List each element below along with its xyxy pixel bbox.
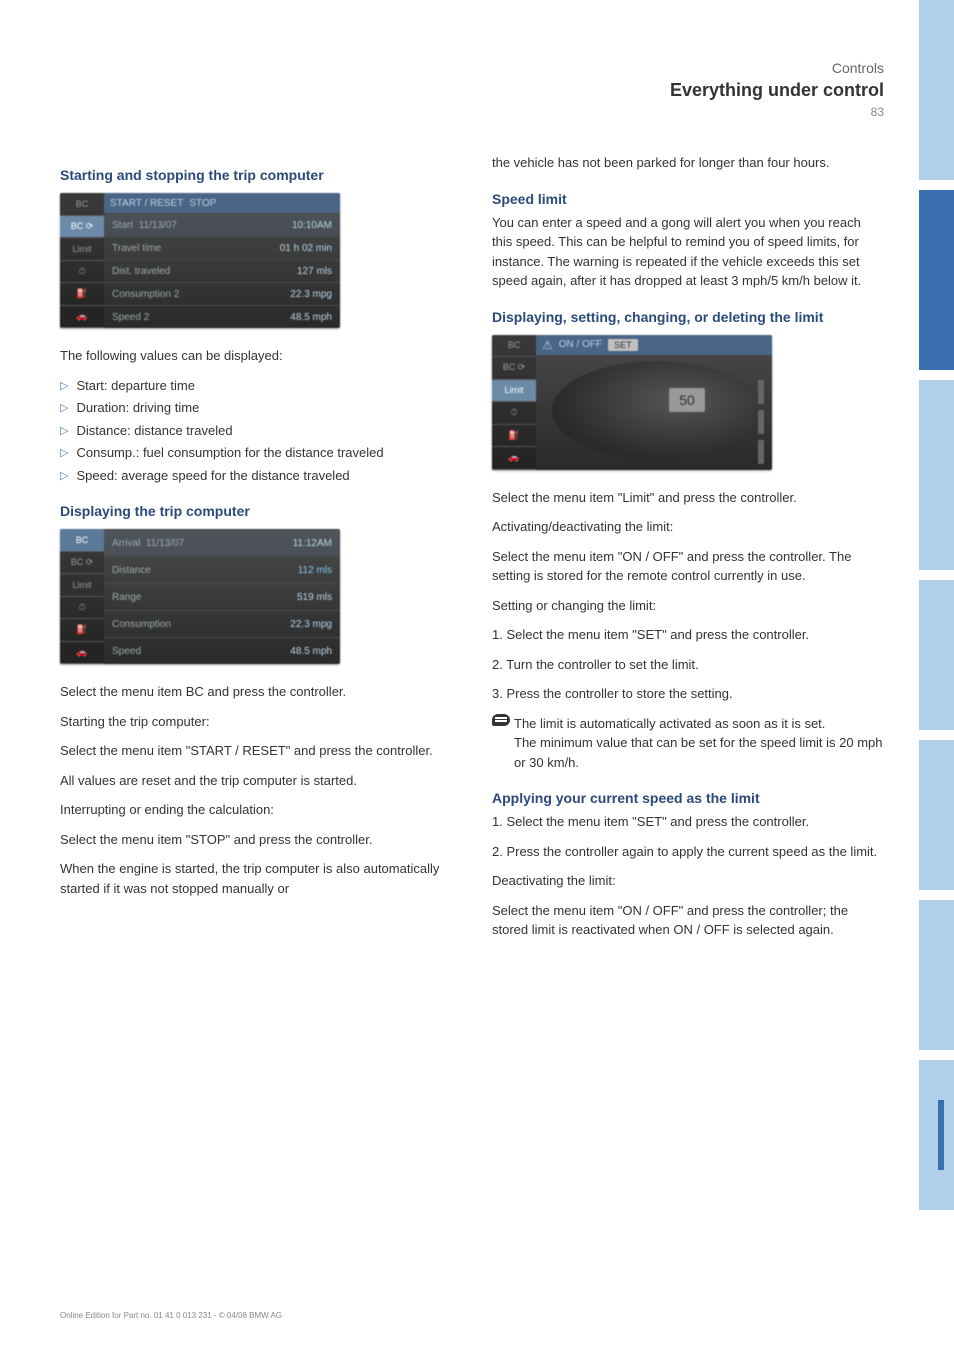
limit-icon: ⚠	[542, 338, 553, 352]
sec-trip-start-title: Starting and stopping the trip computer	[60, 167, 452, 183]
lcd-row-val: 01 h 02 min	[280, 243, 332, 254]
note-text: The minimum value that can be set for th…	[514, 735, 883, 770]
lcd-row-val: 10:10AM	[292, 220, 332, 231]
lcd-tab: BC ⟳	[492, 357, 536, 380]
lcd-row-val: 11:12AM	[293, 538, 332, 549]
body-text: 1. Select the menu item "SET" and press …	[492, 812, 884, 832]
body-text: Select the menu item BC and press the co…	[60, 682, 452, 702]
body-text: All values are reset and the trip comput…	[60, 771, 452, 791]
lcd-tab: BC ⟳	[60, 552, 104, 575]
body-text: the vehicle has not been parked for long…	[492, 153, 884, 173]
body-text: 1. Select the menu item "SET" and press …	[492, 625, 884, 645]
bullet-icon: ▷	[60, 423, 68, 440]
lcd-row-sub: 11/13/07	[139, 220, 177, 231]
note-icon	[492, 714, 510, 726]
lcd-row-sub: 11/13/07	[146, 538, 184, 549]
body-text: Deactivating the limit:	[492, 871, 884, 891]
lcd-tab: 🚗	[60, 642, 104, 665]
list-item: Speed: average speed for the distance tr…	[76, 466, 349, 486]
lcd-hdr-btn: STOP	[189, 198, 216, 209]
lcd-tab: ⛽	[492, 425, 536, 448]
list-item: Consump.: fuel consumption for the dista…	[76, 443, 383, 463]
lcd-tab: BC	[60, 193, 104, 216]
bullet-icon: ▷	[60, 468, 68, 485]
lcd-tab: ⏱	[60, 261, 104, 284]
note-text: The limit is automatically activated as …	[514, 716, 825, 731]
body-text: Setting or changing the limit:	[492, 596, 884, 616]
lcd-tab: 🚗	[60, 306, 104, 329]
lcd-trip-display: BC BC ⟳ Limit ⏱ ⛽ 🚗 Arrival 11/13/07 11:1…	[60, 529, 340, 664]
lcd-row-label: Distance	[112, 565, 298, 576]
speed-dial: 50	[552, 361, 762, 460]
lcd-row-label: Start	[112, 220, 133, 231]
sec-trip-intro: The following values can be displayed:	[60, 346, 452, 366]
lcd-trip-start: BC BC ⟳ Limit ⏱ ⛽ 🚗 START / RESET STOP S…	[60, 193, 340, 328]
dial-tick	[758, 410, 764, 434]
lcd-tab: ⏱	[492, 402, 536, 425]
header-sub: Everything under control	[60, 80, 884, 101]
body-text: You can enter a speed and a gong will al…	[492, 213, 884, 291]
lcd-row-val: 48.5 mph	[290, 312, 332, 323]
lcd-tab: Limit	[492, 380, 536, 403]
lcd-row-label: Travel time	[112, 243, 280, 254]
body-text: Select the menu item "STOP" and press th…	[60, 830, 452, 850]
lcd-row-val: 48.5 mph	[290, 646, 332, 657]
lcd-row-val: 112 mls	[298, 565, 332, 576]
list-item: Start: departure time	[76, 376, 195, 396]
header-title: Controls	[60, 60, 884, 76]
lcd-tab: ⏱	[60, 597, 104, 620]
lcd-row-label: Range	[112, 592, 297, 603]
lcd-hdr-btn: ON / OFF	[559, 339, 602, 350]
lcd-row-label: Speed	[112, 646, 290, 657]
body-text: 3. Press the controller to store the set…	[492, 684, 884, 704]
lcd-row-val: 22.3 mpg	[290, 289, 332, 300]
body-text: 2. Turn the controller to set the limit.	[492, 655, 884, 675]
list-item: Duration: driving time	[76, 398, 199, 418]
header-page: 83	[60, 105, 884, 119]
lcd-tab: BC	[492, 335, 536, 358]
footer-text: Online Edition for Part no. 01 41 0 013 …	[60, 1311, 282, 1321]
body-text: When the engine is started, the trip com…	[60, 859, 452, 898]
lcd-row-label: Speed 2	[112, 312, 290, 323]
lcd-row-label: Consumption 2	[112, 289, 290, 300]
body-text: Interrupting or ending the calculation:	[60, 800, 452, 820]
body-text: Starting the trip computer:	[60, 712, 452, 732]
lcd-row-val: 519 mls	[297, 592, 332, 603]
body-text: Select the menu item "ON / OFF" and pres…	[492, 547, 884, 586]
sec-apply-current-title: Applying your current speed as the limit	[492, 790, 884, 806]
lcd-tab: BC	[60, 529, 104, 552]
sec-limit-config-title: Displaying, setting, changing, or deleti…	[492, 309, 884, 325]
lcd-hdr-btn: START / RESET	[110, 198, 183, 209]
lcd-tab: ⛽	[60, 283, 104, 306]
dial-value: 50	[669, 388, 705, 412]
lcd-tab: Limit	[60, 574, 104, 597]
sec-speed-limit-title: Speed limit	[492, 191, 884, 207]
sec-trip-display-title: Displaying the trip computer	[60, 503, 452, 519]
lcd-tab: BC ⟳	[60, 216, 104, 239]
lcd-hdr-btn: SET	[608, 339, 638, 351]
body-text: Activating/deactivating the limit:	[492, 517, 884, 537]
body-text: 2. Press the controller again to apply t…	[492, 842, 884, 862]
body-text: Select the menu item "START / RESET" and…	[60, 741, 452, 761]
bullet-icon: ▷	[60, 445, 68, 462]
lcd-tab: ⛽	[60, 619, 104, 642]
lcd-row-label: Arrival	[112, 538, 140, 549]
lcd-tab: Limit	[60, 238, 104, 261]
dial-tick	[758, 440, 764, 464]
lcd-row-val: 22.3 mpg	[290, 619, 332, 630]
body-text: Select the menu item "Limit" and press t…	[492, 488, 884, 508]
lcd-row-val: 127 mls	[297, 266, 332, 277]
body-text: Select the menu item "ON / OFF" and pres…	[492, 901, 884, 940]
lcd-row-label: Consumption	[112, 619, 290, 630]
sidebar-bars	[919, 0, 954, 1351]
dial-tick	[758, 380, 764, 404]
lcd-limit-dial: BC BC ⟳ Limit ⏱ ⛽ 🚗 ⚠ ON / OFF SET 50	[492, 335, 772, 470]
trip-values-list: ▷ Start: departure time ▷ Duration: drivin…	[60, 376, 452, 486]
lcd-tab: 🚗	[492, 447, 536, 470]
list-item: Distance: distance traveled	[76, 421, 232, 441]
bullet-icon: ▷	[60, 400, 68, 417]
bullet-icon: ▷	[60, 378, 68, 395]
lcd-row-label: Dist. traveled	[112, 266, 297, 277]
